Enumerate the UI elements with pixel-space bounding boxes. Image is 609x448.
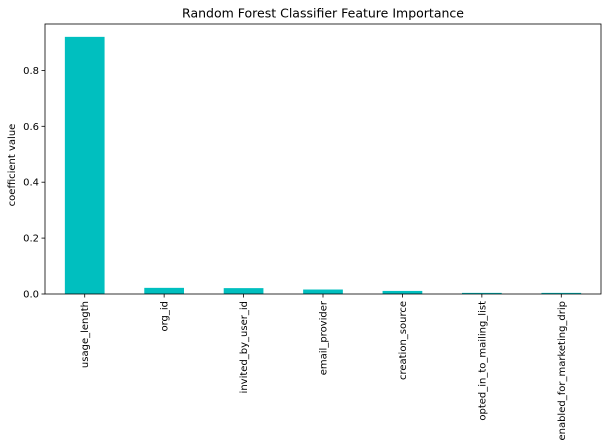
bar-opted_in_to_mailing_list <box>462 292 502 294</box>
bar-invited_by_user_id <box>223 288 264 294</box>
y-axis-label: coefficient value <box>7 124 18 207</box>
bar-creation_source <box>382 290 423 294</box>
plot-frame <box>44 23 602 295</box>
x-tick-label: invited_by_user_id <box>239 301 250 393</box>
x-tick-label: opted_in_to_mailing_list <box>477 301 488 421</box>
x-tick-label: email_provider <box>319 300 330 375</box>
chart-title: Random Forest Classifier Feature Importa… <box>182 6 464 21</box>
bars-group <box>64 36 582 294</box>
x-axis-ticks: usage_length org_id invited_by_user_id emai… <box>80 294 568 441</box>
y-tick-label: 0.2 <box>23 234 39 245</box>
x-tick-label: usage_length <box>80 301 91 368</box>
bar-org_id <box>144 287 184 294</box>
y-tick-label: 0.4 <box>23 178 39 189</box>
bar-enabled_for_marketing_drip <box>541 292 582 294</box>
y-axis-ticks: 0.0 0.2 0.4 0.6 0.8 <box>23 66 45 301</box>
x-tick-label: enabled_for_marketing_drip <box>557 301 568 441</box>
y-tick-label: 0.0 <box>23 290 39 301</box>
y-tick-label: 0.8 <box>23 66 39 77</box>
y-tick-label: 0.6 <box>23 122 39 133</box>
x-tick-label: org_id <box>160 301 171 332</box>
bar-usage_length <box>64 36 105 294</box>
bar-email_provider <box>303 289 343 294</box>
x-tick-label: creation_source <box>398 301 409 380</box>
